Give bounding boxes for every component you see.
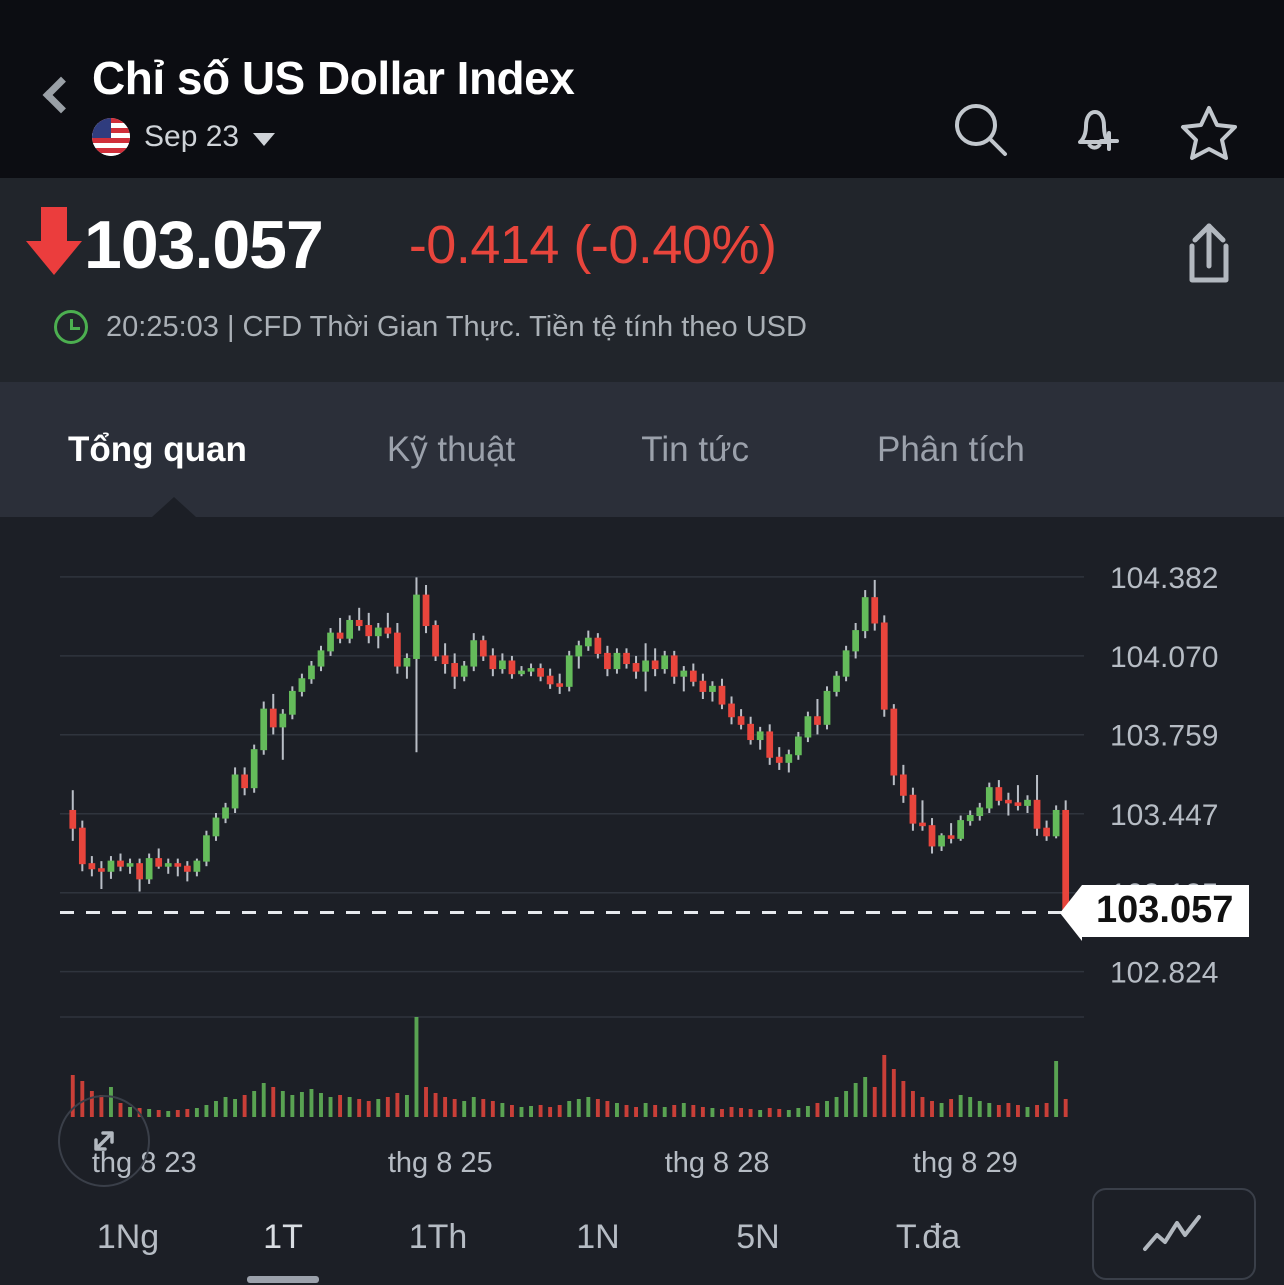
timeframe-1t[interactable]: 1T (208, 1218, 358, 1283)
chart-area[interactable]: 104.382104.070103.759103.447103.135102.8… (0, 517, 1284, 1285)
expand-arrows-icon (94, 1131, 114, 1151)
current-price-marker: 103.057 (1060, 884, 1250, 941)
contract-label: Sep 23 (144, 120, 240, 154)
last-price: 103.057 (84, 207, 324, 283)
timeframe-active-underline (247, 1276, 319, 1283)
quote-block: 103.057 -0.414 (-0.40%) 20:25:03 | CFD T… (0, 178, 1284, 382)
current-price-value: 103.057 (1082, 884, 1250, 937)
timeframe-5n[interactable]: 5N (736, 1218, 780, 1256)
timeframe-tda[interactable]: T.đa (895, 1218, 961, 1256)
y-axis-label: 104.070 (1110, 641, 1218, 674)
app-header: Chỉ số US Dollar Index Sep 23 (0, 0, 1284, 178)
page-title: Chỉ số US Dollar Index (92, 52, 575, 104)
search-icon[interactable] (948, 98, 1014, 169)
active-tab-indicator (152, 497, 196, 517)
timeframe-1ng[interactable]: 1Ng (96, 1218, 160, 1256)
expand-chart-button[interactable] (58, 1095, 150, 1187)
us-flag-icon (92, 118, 130, 157)
y-axis-label: 102.824 (1110, 957, 1218, 990)
timeframe-bar: 1Ng 1T 1Th 1N 5N T.đa (0, 1188, 1284, 1285)
timeframe-1n[interactable]: 1N (576, 1218, 620, 1256)
share-icon[interactable] (1178, 218, 1240, 295)
tab-tong-quan[interactable]: Tổng quan (68, 429, 247, 469)
quote-meta-text: 20:25:03 | CFD Thời Gian Thực. Tiền tệ t… (106, 310, 807, 343)
price-chart[interactable]: 104.382104.070103.759103.447103.135102.8… (0, 517, 1284, 1285)
header-actions (948, 40, 1254, 169)
bell-plus-icon[interactable] (1062, 98, 1128, 169)
chevron-down-icon (253, 132, 276, 146)
tab-phan-tich[interactable]: Phân tích (876, 429, 1025, 469)
tab-bar: Tổng quan Kỹ thuật Tin tức Phân tích (0, 382, 1284, 517)
x-axis-label: thg 8 29 (913, 1147, 1018, 1179)
x-axis-label: thg 8 25 (388, 1147, 493, 1179)
star-icon[interactable] (1176, 98, 1242, 169)
line-chart-icon (1143, 1215, 1201, 1251)
timeframe-1th[interactable]: 1Th (408, 1218, 468, 1256)
clock-icon (54, 310, 88, 344)
contract-selector[interactable]: Sep 23 (92, 118, 948, 157)
tab-tin-tuc[interactable]: Tin tức (641, 429, 749, 469)
x-axis-label: thg 8 28 (665, 1147, 770, 1179)
timeframe-1t-label: 1T (263, 1218, 303, 1256)
y-axis-label: 103.447 (1110, 799, 1218, 832)
y-axis-label: 104.382 (1110, 562, 1218, 595)
tab-ky-thuat[interactable]: Kỹ thuật (386, 429, 516, 469)
chart-type-button[interactable] (1092, 1188, 1256, 1280)
price-row: 103.057 -0.414 (-0.40%) (26, 206, 1248, 284)
y-axis-label: 103.759 (1110, 720, 1218, 753)
back-button[interactable] (30, 40, 92, 114)
quote-meta: 20:25:03 | CFD Thời Gian Thực. Tiền tệ t… (40, 310, 1248, 344)
chevron-left-icon (42, 76, 80, 114)
header-text-block: Chỉ số US Dollar Index Sep 23 (92, 40, 948, 157)
price-change: -0.414 (-0.40%) (408, 215, 777, 275)
